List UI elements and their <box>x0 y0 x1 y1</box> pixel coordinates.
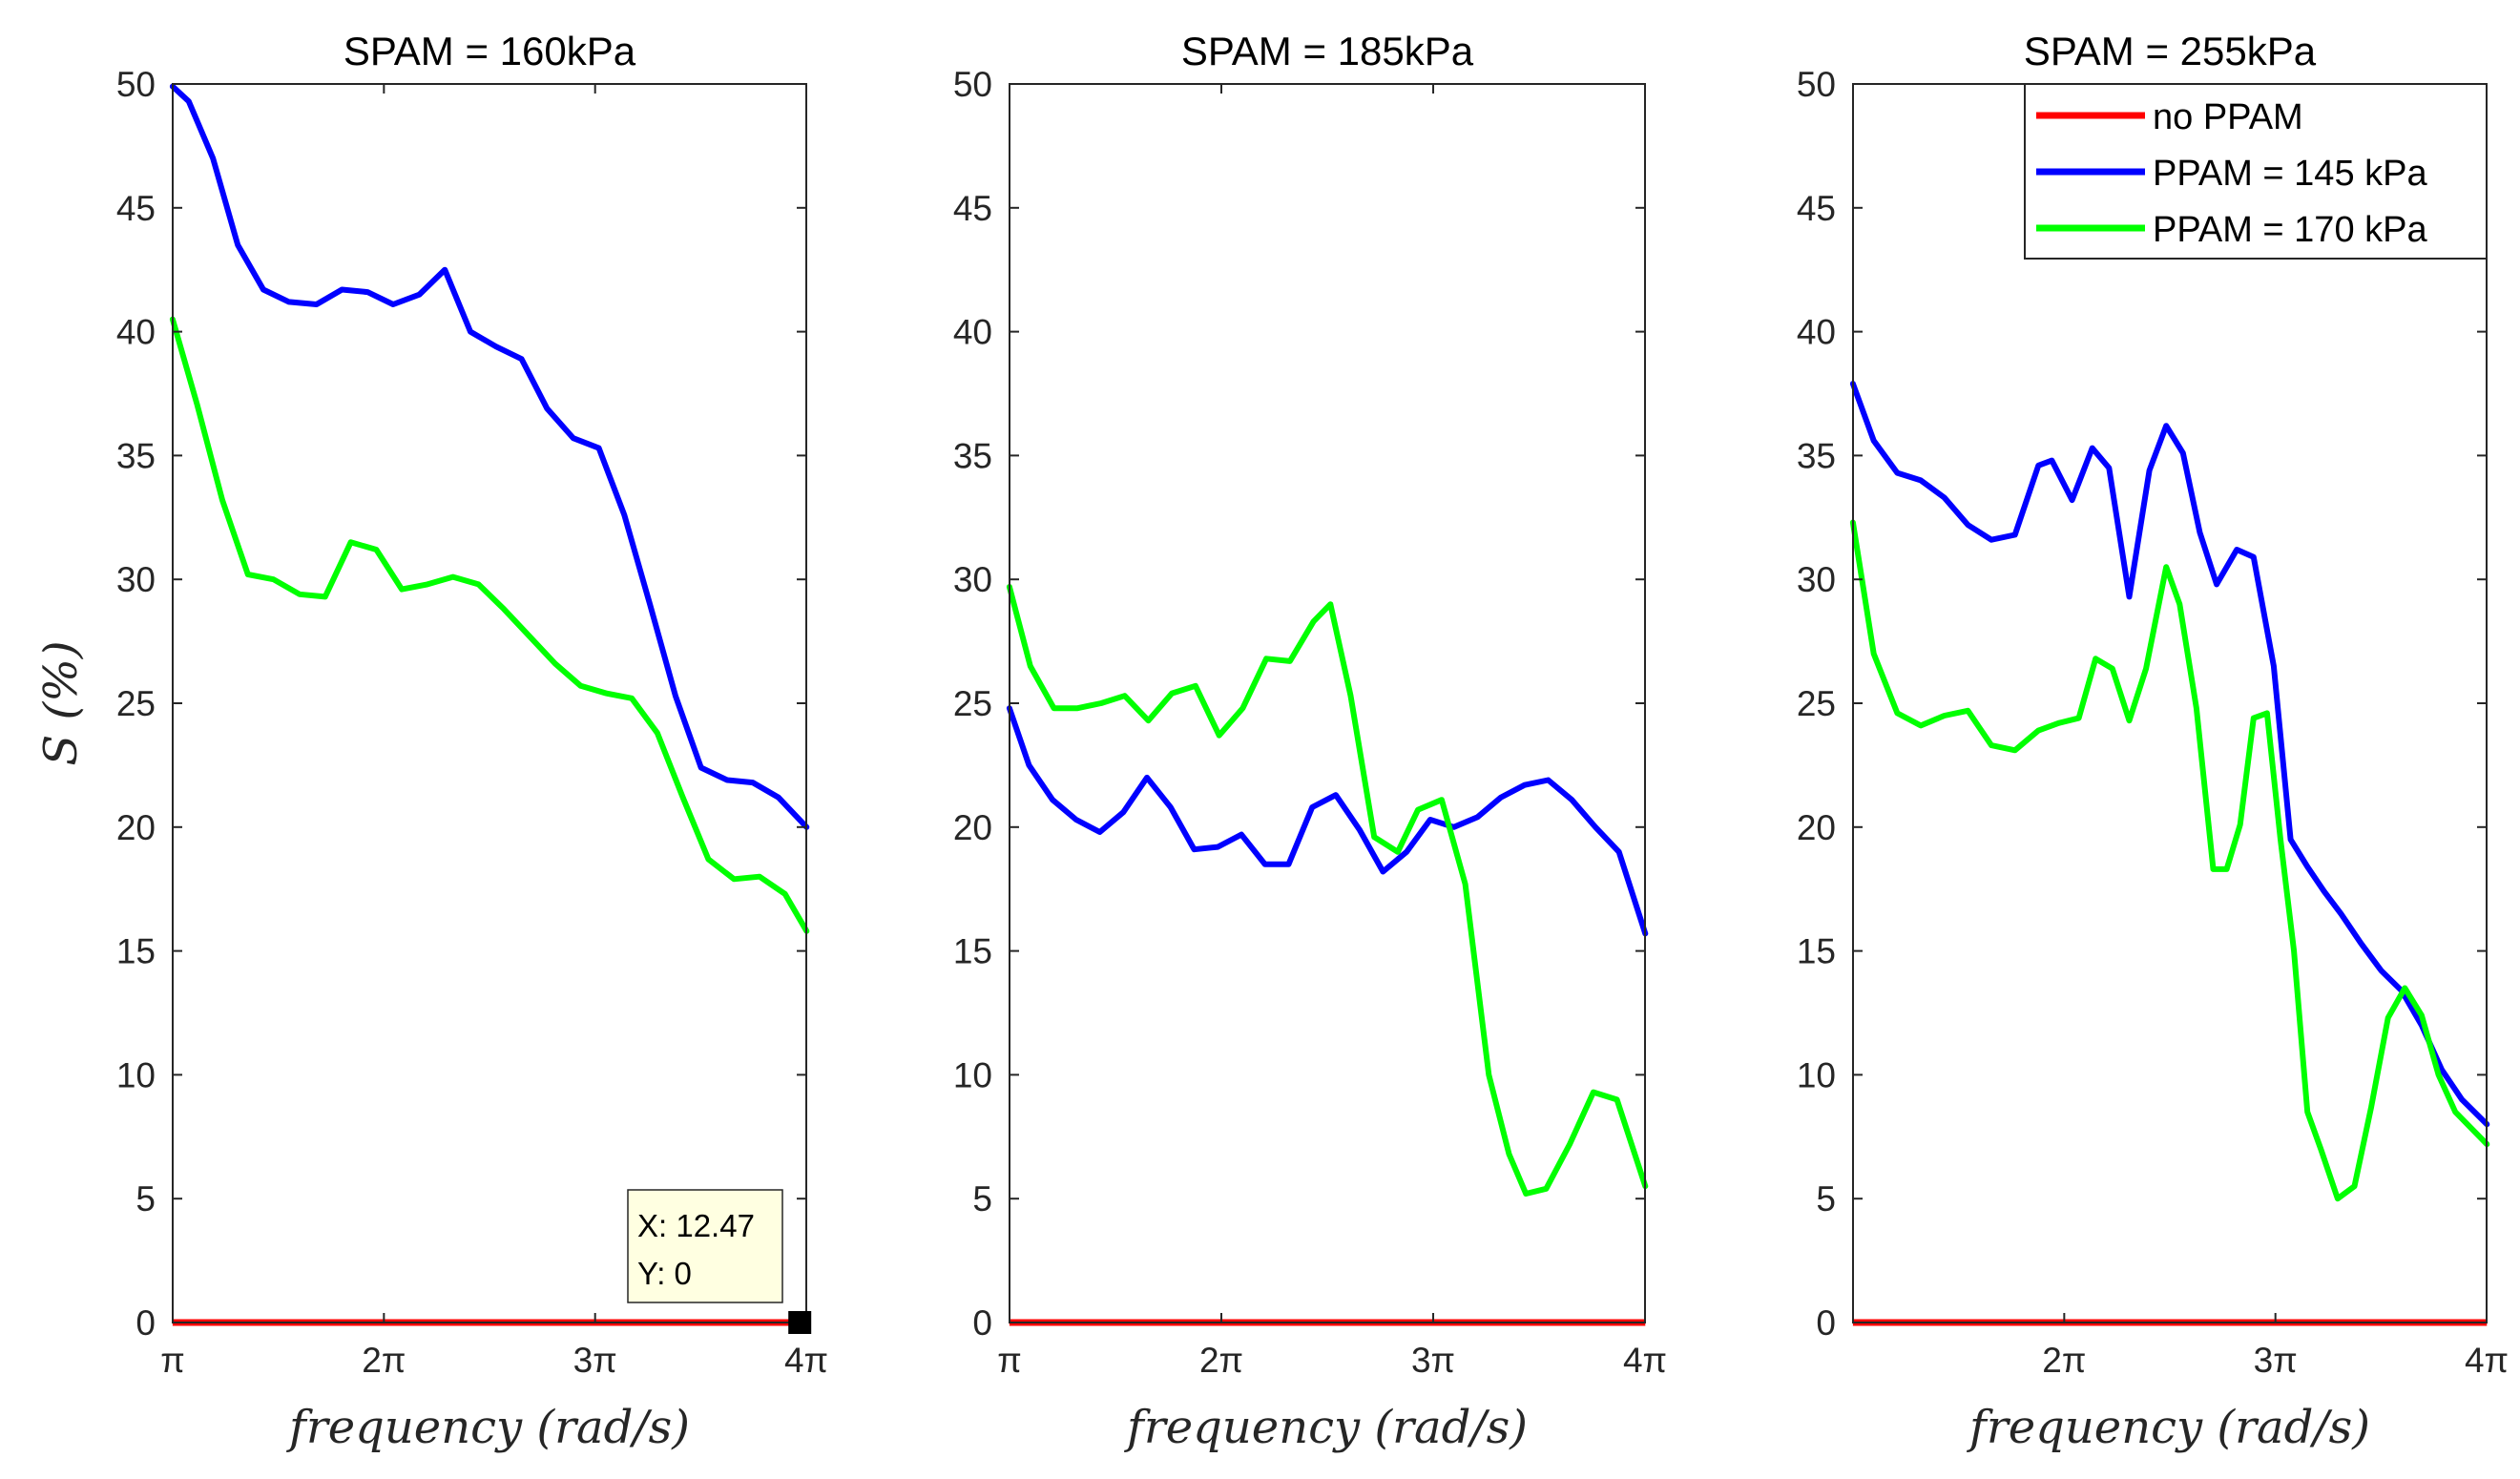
panel-3-y-tick-label-25: 25 <box>1797 684 1836 723</box>
panel-2-x-tick-label-2: 3π <box>1411 1341 1455 1380</box>
panel-1-y-tick-label-35: 35 <box>116 436 156 475</box>
panel-3-y-tick-label-30: 30 <box>1797 560 1836 599</box>
panel-2-x-tick-label-0: π <box>997 1341 1022 1380</box>
panel-1: 0 5 10 15 20 25 30 35 40 45 50 π 2π 3π 4π SPAM = 160k… <box>116 29 828 1454</box>
figure: 05101520253035404550 π 2π 3π 4π SPAM = 160k… <box>0 0 2520 1479</box>
panel-2-y-tick-label-0: 0 <box>972 1303 992 1343</box>
data-tip-marker[interactable] <box>788 1311 811 1334</box>
panel-1-y-tick-label-10: 10 <box>116 1055 156 1094</box>
panel-2-x-tick-label-3: 4π <box>1623 1341 1667 1380</box>
panel-1-x-tick-label-3: 4π <box>784 1341 828 1380</box>
panel-1-x-tick-label-1: 2π <box>362 1341 406 1380</box>
panel-2-x-tick-label-1: 2π <box>1199 1341 1243 1380</box>
panel-2-y-tick-label-25: 25 <box>953 684 992 723</box>
panel-3-x-tick-label-2: 4π <box>2465 1341 2509 1380</box>
panel-1-y-tick-label-0: 0 <box>135 1303 156 1343</box>
panel-3-y-tick-label-40: 40 <box>1797 313 1836 352</box>
panel-1-x-axis-label: frequency (rad/s) <box>286 1401 690 1454</box>
panel-1-y-tick-label-20: 20 <box>116 808 156 847</box>
panel-3-y-tick-label-10: 10 <box>1797 1055 1836 1094</box>
panel-2-y-tick-label-20: 20 <box>953 808 992 847</box>
panel-2-y-tick-label-30: 30 <box>953 560 992 599</box>
panel-2-title: SPAM = 185kPa <box>1181 29 1474 73</box>
legend-label-ppam-145: PPAM = 145 kPa <box>2153 154 2427 194</box>
data-tip-x-label: X: 12.47 <box>637 1208 755 1243</box>
panel-1-x-tick-label-2: 3π <box>573 1341 617 1380</box>
panel-3: 0 5 10 15 20 25 30 35 40 45 50 2π 3π 4π SPAM = 255kP… <box>1797 29 2509 1454</box>
panel-2-y-tick-label-15: 15 <box>953 932 992 971</box>
panel-3-y-tick-label-35: 35 <box>1797 436 1836 475</box>
panel-2-y-tick-label-45: 45 <box>953 189 992 228</box>
y-axis-label: S (%) <box>34 640 88 765</box>
panel-1-axes-background <box>173 84 806 1323</box>
panel-2-y-tick-label-35: 35 <box>953 436 992 475</box>
legend[interactable]: no PPAM PPAM = 145 kPa PPAM = 170 kPa <box>2025 84 2487 259</box>
panel-2-y-tick-label-40: 40 <box>953 313 992 352</box>
panel-3-title: SPAM = 255kPa <box>2024 29 2317 73</box>
panel-3-x-tick-label-1: 3π <box>2254 1341 2298 1380</box>
panel-3-y-tick-label-15: 15 <box>1797 932 1836 971</box>
panel-3-x-axis-label: frequency (rad/s) <box>1967 1401 2370 1454</box>
legend-label-no-ppam: no PPAM <box>2153 97 2303 137</box>
panel-1-y-tick-label-15: 15 <box>116 932 156 971</box>
panel-2-y-tick-label-50: 50 <box>953 65 992 104</box>
panel-1-y-tick-label-5: 5 <box>135 1179 156 1219</box>
panel-3-y-tick-label-0: 0 <box>1816 1303 1836 1343</box>
panel-1-y-tick-label-50: 50 <box>116 65 156 104</box>
panel-2: 0 5 10 15 20 25 30 35 40 45 50 π 2π 3π 4π SPAM = 185k… <box>953 29 1667 1454</box>
panel-3-axes-background <box>1853 84 2487 1323</box>
panel-2-x-axis-label: frequency (rad/s) <box>1124 1401 1528 1454</box>
panel-3-x-tick-label-0: 2π <box>2042 1341 2086 1380</box>
panel-1-y-tick-label-40: 40 <box>116 313 156 352</box>
panel-2-y-tick-label-5: 5 <box>972 1179 992 1219</box>
panel-1-y-tick-label-45: 45 <box>116 189 156 228</box>
legend-label-ppam-170: PPAM = 170 kPa <box>2153 210 2427 250</box>
panel-2-y-tick-label-10: 10 <box>953 1055 992 1094</box>
panel-1-x-tick-label-0: π <box>160 1341 185 1380</box>
panel-3-y-tick-label-20: 20 <box>1797 808 1836 847</box>
data-tip-y-label: Y: 0 <box>637 1256 692 1291</box>
panel-3-y-tick-label-5: 5 <box>1816 1179 1836 1219</box>
panel-3-y-tick-label-50: 50 <box>1797 65 1836 104</box>
panel-1-y-tick-label-30: 30 <box>116 560 156 599</box>
panel-3-y-tick-label-45: 45 <box>1797 189 1836 228</box>
panel-1-title: SPAM = 160kPa <box>344 29 636 73</box>
panel-1-y-tick-label-25: 25 <box>116 684 156 723</box>
